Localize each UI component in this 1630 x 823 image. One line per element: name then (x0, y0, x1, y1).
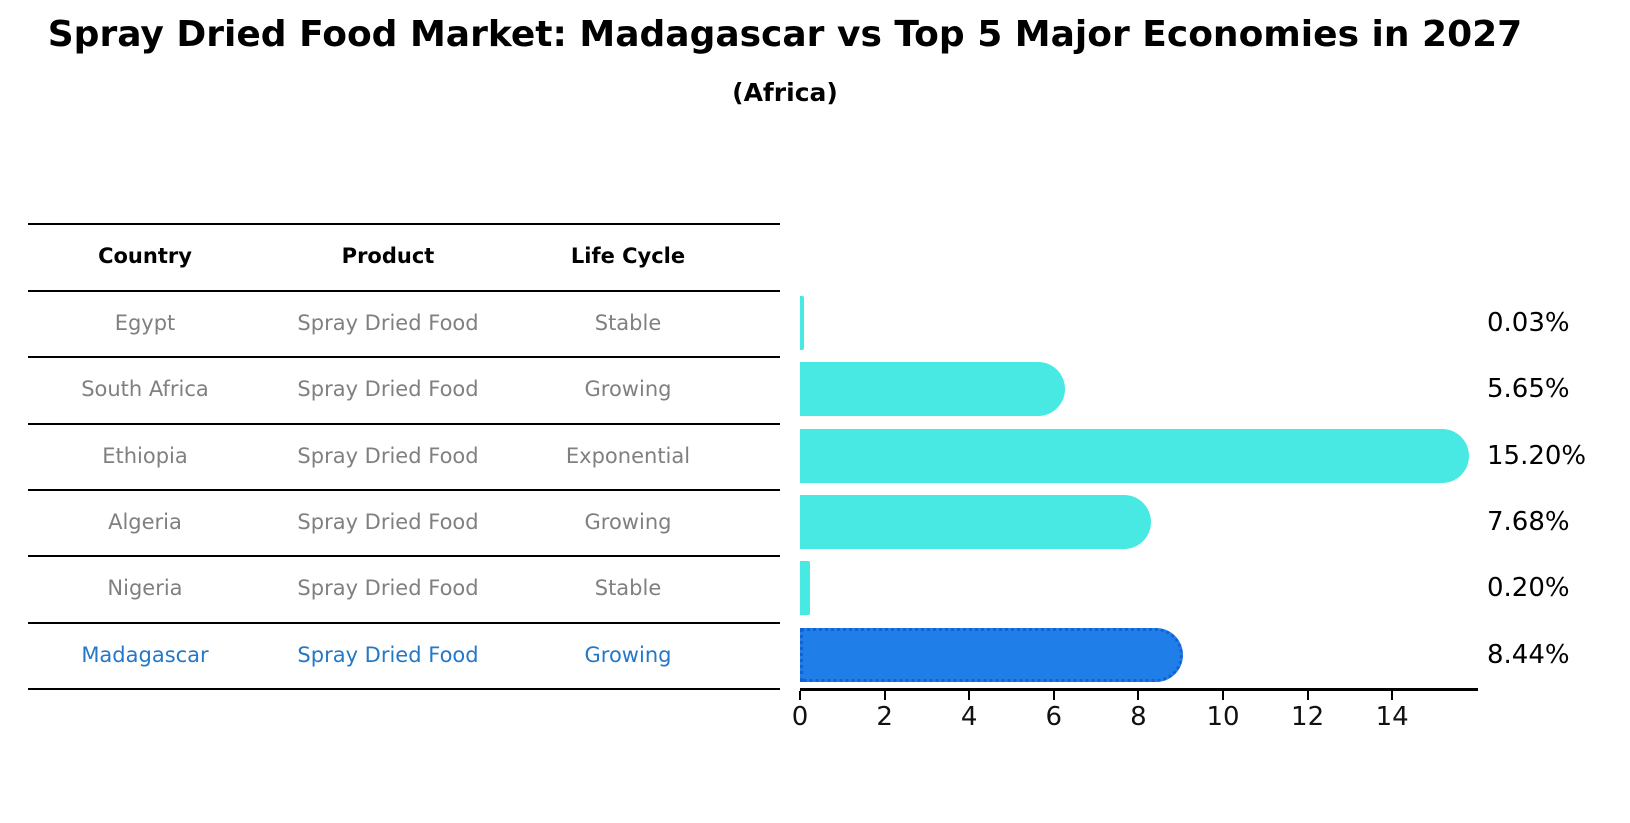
table-row-separator (28, 687, 780, 690)
x-axis-tick (968, 691, 971, 700)
x-axis-spine (800, 688, 1478, 691)
table-cell-life-cycle: Growing (584, 642, 672, 667)
value-label-south-africa: 5.65% (1487, 374, 1570, 405)
x-axis-tick-label: 10 (1206, 702, 1240, 732)
x-axis-tick-label: 0 (791, 702, 809, 732)
bar-south-africa (800, 362, 1065, 417)
x-axis-tick-label: 12 (1291, 702, 1325, 732)
bar-nigeria (800, 561, 810, 616)
x-axis-tick-label: 2 (876, 702, 893, 732)
bar-ethiopia (800, 428, 1469, 483)
table-cell-life-cycle: Stable (594, 311, 662, 335)
table-header-life-cycle: Life Cycle (570, 244, 686, 268)
bar-algeria (800, 495, 1151, 549)
table-row-separator (28, 356, 780, 359)
table-cell-product: Spray Dried Food (297, 311, 479, 335)
table-row-separator (28, 290, 780, 292)
value-label-ethiopia: 15.20% (1487, 440, 1587, 471)
value-label-egypt: 0.03% (1487, 308, 1570, 339)
table-cell-country: Ethiopia (102, 443, 188, 468)
table-cell-life-cycle: Stable (594, 576, 662, 601)
table-header-product: Product (341, 244, 435, 268)
table-row-separator (28, 621, 780, 624)
x-axis-tick (799, 691, 801, 700)
table-cell-product: Spray Dried Food (297, 642, 479, 667)
table-row-separator (28, 488, 780, 491)
value-label-nigeria: 0.20% (1487, 573, 1570, 604)
x-axis-tick (1052, 691, 1055, 700)
x-axis-tick-label: 14 (1375, 702, 1409, 732)
table-cell-product: Spray Dried Food (297, 377, 479, 402)
value-label-algeria: 7.68% (1487, 507, 1570, 537)
x-axis-tick (1306, 691, 1309, 700)
table-row-separator (28, 555, 780, 558)
table-cell-product: Spray Dried Food (297, 576, 479, 601)
x-axis-tick-label: 6 (1045, 702, 1063, 732)
table-top-line (28, 223, 780, 225)
table-cell-country: South Africa (81, 377, 209, 402)
table-cell-product: Spray Dried Food (297, 509, 479, 534)
x-axis-tick-label: 8 (1130, 702, 1147, 732)
table-cell-country: Egypt (114, 311, 176, 335)
x-axis-tick (883, 691, 886, 700)
page-subtitle: (Africa) (732, 78, 838, 107)
page-title: Spray Dried Food Market: Madagascar vs T… (47, 14, 1523, 55)
x-axis-tick (1222, 691, 1224, 700)
table-cell-life-cycle: Growing (584, 377, 672, 402)
table-cell-country: Algeria (108, 509, 182, 534)
table-cell-country: Nigeria (107, 576, 183, 601)
table-cell-life-cycle: Exponential (565, 443, 691, 468)
x-axis-tick-label: 4 (960, 702, 978, 732)
table-cell-product: Spray Dried Food (297, 443, 479, 468)
table-header-country: Country (98, 244, 192, 268)
bar-egypt (800, 296, 804, 351)
x-axis-tick (1391, 691, 1394, 700)
table-cell-life-cycle: Growing (584, 509, 672, 534)
x-axis-tick (1137, 691, 1140, 700)
value-label-madagascar: 8.44% (1487, 639, 1570, 670)
table-row-separator (28, 422, 780, 425)
bar-madagascar (800, 627, 1183, 682)
table-cell-country: Madagascar (81, 642, 209, 667)
